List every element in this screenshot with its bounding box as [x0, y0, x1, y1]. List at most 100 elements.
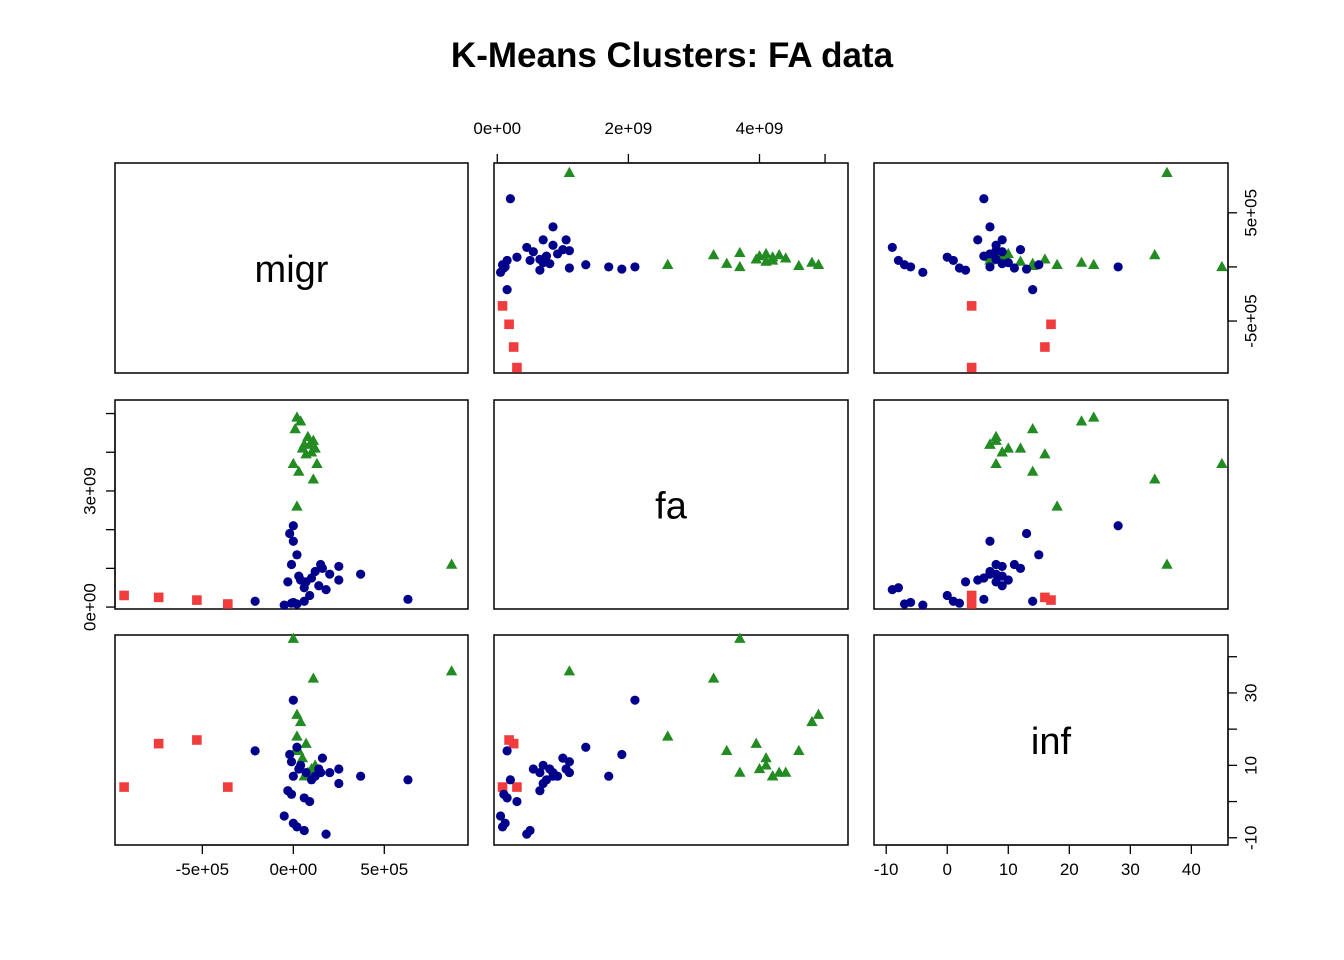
point-inf-vs-fa-21 [630, 695, 640, 705]
point-fa-vs-migr-34 [334, 575, 344, 585]
point-inf-vs-fa-37 [502, 746, 512, 756]
inf-bottom-axis-tick-label: 0 [943, 860, 952, 879]
point-migr-vs-inf-45 [906, 262, 916, 272]
point-migr-vs-inf-10 [1002, 247, 1014, 259]
point-fa-vs-inf-44 [918, 600, 928, 610]
point-inf-vs-fa-13 [773, 766, 785, 777]
point-fa-vs-migr-0 [223, 599, 233, 609]
point-fa-vs-inf-18 [1026, 465, 1039, 476]
point-migr-vs-inf-31 [1015, 244, 1026, 255]
point-fa-vs-inf-21 [1113, 521, 1123, 531]
point-fa-vs-inf-24 [1034, 550, 1044, 560]
point-migr-vs-inf-44 [918, 267, 928, 277]
point-inf-vs-fa-4 [812, 708, 825, 719]
point-inf-vs-fa-14 [760, 752, 772, 763]
point-migr-vs-inf-4 [1088, 258, 1100, 269]
point-migr-vs-fa-43 [538, 257, 548, 268]
point-migr-vs-fa-1 [504, 319, 514, 330]
point-migr-vs-inf-12 [1039, 253, 1051, 264]
point-migr-vs-inf-1 [1046, 319, 1056, 330]
point-fa-vs-inf-9 [996, 446, 1008, 457]
point-fa-vs-inf-41 [942, 590, 952, 601]
point-migr-vs-fa-30 [528, 247, 538, 257]
point-fa-vs-migr-1 [192, 595, 202, 605]
panel-inf-fa [493, 634, 849, 846]
point-fa-vs-migr-48 [334, 561, 344, 572]
fa-left-axis-tick-label: 0e+00 [80, 583, 99, 631]
diagonal-label-inf: inf [1031, 721, 1072, 763]
point-inf-vs-migr-45 [288, 818, 298, 828]
point-migr-vs-fa-16 [734, 260, 746, 272]
point-inf-vs-migr-22 [285, 749, 295, 760]
point-migr-vs-fa-25 [564, 263, 574, 273]
point-migr-vs-fa-3 [512, 362, 522, 373]
point-inf-vs-fa-31 [558, 753, 568, 763]
point-migr-vs-inf-2 [1040, 342, 1050, 352]
point-fa-vs-migr-10 [309, 442, 321, 453]
point-migr-vs-fa-33 [548, 240, 558, 250]
point-fa-vs-inf-47 [893, 583, 904, 593]
point-fa-vs-inf-22 [1021, 528, 1032, 539]
point-fa-vs-inf-40 [948, 596, 958, 606]
point-migr-vs-fa-17 [563, 166, 576, 177]
point-migr-vs-inf-21 [1113, 262, 1123, 272]
point-fa-vs-migr-41 [305, 590, 315, 601]
chart-title: K-Means Clusters: FA data [450, 36, 894, 75]
point-fa-vs-inf-5 [1075, 415, 1088, 426]
point-inf-vs-fa-43 [538, 760, 548, 770]
point-fa-vs-migr-7 [302, 430, 314, 441]
point-migr-vs-inf-0 [966, 301, 977, 311]
point-inf-vs-fa-9 [753, 762, 766, 774]
point-migr-vs-fa-37 [502, 285, 512, 295]
point-fa-vs-inf-48 [997, 561, 1007, 572]
point-inf-vs-migr-16 [287, 632, 300, 643]
point-migr-vs-fa-47 [525, 255, 535, 266]
point-fa-vs-migr-47 [299, 583, 309, 593]
point-fa-vs-inf-36 [979, 594, 989, 604]
point-fa-vs-migr-6 [289, 423, 301, 434]
point-migr-vs-fa-36 [505, 194, 515, 204]
point-migr-vs-inf-24 [1034, 260, 1044, 270]
point-inf-vs-migr-35 [356, 771, 366, 781]
point-inf-vs-fa-16 [734, 632, 746, 643]
point-fa-vs-inf-45 [906, 597, 916, 608]
point-inf-vs-fa-15 [734, 766, 746, 777]
point-inf-vs-fa-36 [505, 775, 515, 785]
point-migr-vs-inf-48 [997, 235, 1007, 245]
point-fa-vs-migr-17 [445, 558, 458, 569]
point-migr-vs-fa-0 [497, 301, 508, 311]
point-fa-vs-migr-46 [321, 585, 331, 595]
point-inf-vs-fa-23 [604, 771, 614, 781]
point-migr-vs-fa-34 [538, 235, 548, 245]
point-migr-vs-inf-3 [966, 362, 977, 373]
point-migr-vs-fa-19 [662, 258, 674, 269]
point-inf-vs-fa-24 [581, 742, 591, 752]
point-inf-vs-fa-22 [617, 749, 627, 760]
point-inf-vs-migr-46 [321, 829, 331, 839]
point-inf-vs-migr-37 [250, 746, 260, 756]
point-migr-vs-fa-14 [760, 255, 772, 266]
diagonal-label-fa: fa [655, 486, 688, 528]
point-fa-vs-inf-2 [1040, 592, 1050, 603]
point-fa-vs-inf-3 [966, 590, 977, 601]
point-inf-vs-migr-1 [192, 735, 202, 745]
inf-right-axis-tick-label: 10 [1241, 756, 1260, 775]
point-inf-vs-fa-10 [760, 759, 772, 770]
point-migr-vs-inf-22 [1021, 264, 1032, 274]
migr-right-axis-tick-label: -5e+05 [1241, 294, 1260, 347]
point-inf-vs-migr-4 [291, 708, 303, 719]
point-migr-vs-inf-43 [1003, 257, 1013, 268]
point-fa-vs-inf-32 [960, 577, 971, 587]
point-inf-vs-fa-34 [538, 778, 548, 789]
point-fa-vs-inf-35 [985, 569, 995, 579]
point-fa-vs-migr-24 [292, 550, 302, 560]
fa-left-axis-tick-label: 3e+09 [80, 467, 99, 515]
point-inf-vs-fa-19 [662, 730, 674, 741]
point-inf-vs-fa-35 [548, 771, 558, 781]
point-fa-vs-migr-45 [288, 597, 298, 608]
point-migr-vs-fa-20 [707, 249, 720, 260]
point-fa-vs-inf-10 [1002, 442, 1014, 453]
point-fa-vs-migr-5 [294, 415, 307, 426]
point-inf-vs-fa-48 [561, 764, 571, 774]
point-fa-vs-inf-15 [990, 457, 1002, 469]
